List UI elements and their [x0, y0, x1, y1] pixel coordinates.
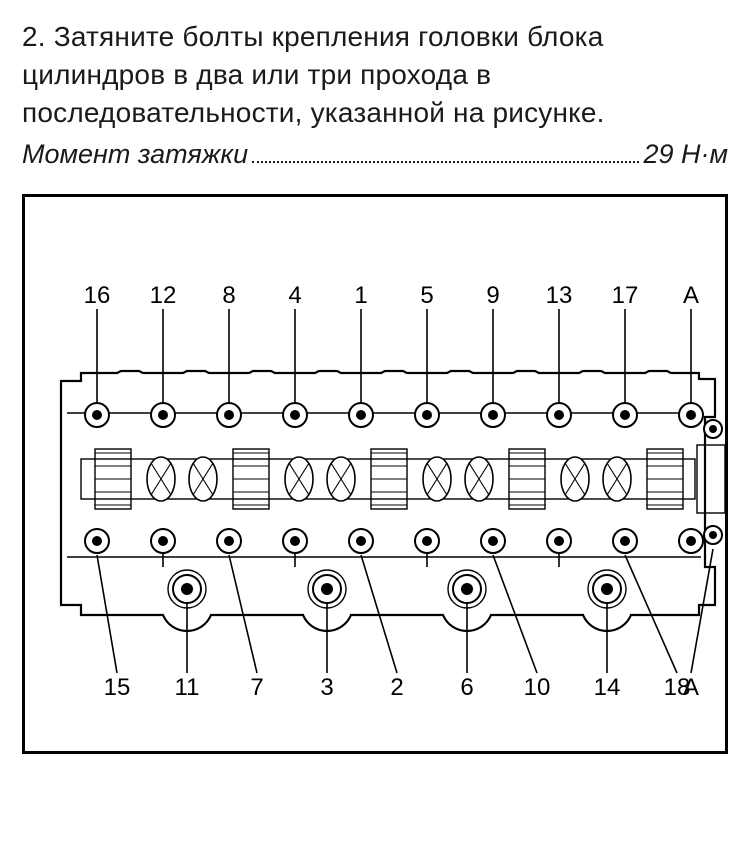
instruction-body: Затяните болты крепления головки блока ц…: [22, 21, 605, 128]
bolt-label-bottom: 3: [320, 674, 333, 701]
bolt-label-bottom: 7: [250, 674, 263, 701]
instruction-text: 2. Затяните болты крепления головки блок…: [22, 18, 728, 131]
bolt-label-bottom: 15: [104, 674, 131, 701]
bolt-label-bottom: 14: [594, 674, 621, 701]
bolt-label-top: A: [683, 282, 699, 309]
instruction-number: 2.: [22, 21, 46, 52]
bolt-label-top: 1: [354, 282, 367, 309]
bolt-label-top: 16: [84, 282, 111, 309]
cylinder-head-diagram: 1612841591317A15117326101418A: [25, 197, 731, 757]
bolt-label-top: 9: [486, 282, 499, 309]
bolt-label-top: 4: [288, 282, 301, 309]
bolt-label-bottom: 6: [460, 674, 473, 701]
torque-spec: Момент затяжки 29 Н·м: [22, 139, 728, 170]
diagram-frame: 1612841591317A15117326101418A: [22, 194, 728, 754]
torque-value: 29 Н·м: [643, 139, 728, 170]
bolt-label-bottom: 2: [390, 674, 403, 701]
bolt-label-bottom: 11: [175, 674, 200, 701]
bolt-label-top: 5: [420, 282, 433, 309]
bolt-label-bottom: A: [683, 674, 699, 701]
bolt-label-top: 17: [612, 282, 639, 309]
bolt-label-top: 8: [222, 282, 235, 309]
torque-label: Момент затяжки: [22, 139, 248, 170]
bolt-label-top: 12: [150, 282, 177, 309]
bolt-label-top: 13: [546, 282, 573, 309]
bolt-label-bottom: 10: [524, 674, 551, 701]
dot-leader: [252, 161, 639, 163]
